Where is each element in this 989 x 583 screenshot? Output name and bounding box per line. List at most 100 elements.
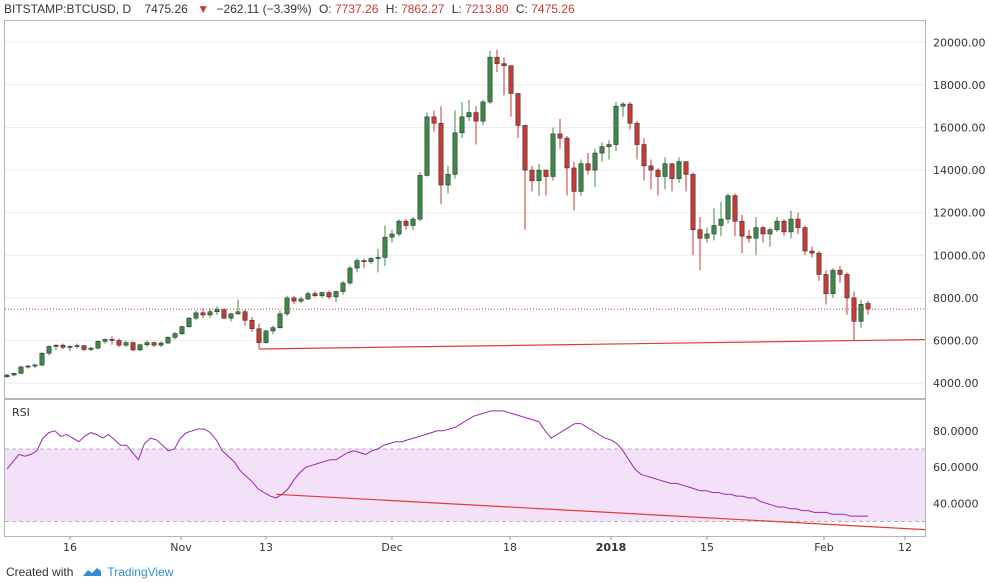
candle-body [284,297,290,315]
rsi-line [6,410,868,517]
candle-body [774,220,780,231]
rsi-pane-frame [4,399,926,537]
candle-body [165,336,171,344]
candle-body [767,229,773,235]
candle-body [228,313,234,319]
candle-body [25,365,31,368]
candle-body [760,227,766,235]
price-y-axis: 20000.00 18000.00 16000.00 14000.00 12000.00… [933,36,986,390]
candle-body [543,169,549,177]
candle-body [809,250,815,254]
candle-body [487,56,493,103]
candle-body [389,233,395,238]
candle-body [662,163,668,177]
x-axis: 16 Nov 13 Dec 18 2018 15 Feb 12 [63,536,912,554]
candle-body [466,112,472,118]
x-tick-label: Feb [814,541,833,554]
candle-body [438,122,444,186]
candle-body [795,218,801,228]
candle-body [592,152,598,171]
candle-body [60,344,66,348]
tradingview-link[interactable]: TradingView [107,565,174,579]
candle-body [291,297,297,302]
rsi-tick-label: 80.0000 [933,425,979,438]
candle-body [221,309,227,319]
candle-body [298,298,304,302]
candle-body [102,339,108,342]
low-label: L: [452,2,462,16]
candle-body [144,342,150,346]
candle-body [725,195,731,220]
candle-body [627,103,633,124]
rsi-tick-label: 40.0000 [933,497,979,510]
price-tick-label: 16000.00 [933,121,986,134]
candle-body [249,319,255,330]
candle-body [865,303,871,310]
candle-body [326,292,332,298]
high-label: H: [386,2,398,16]
candle-body [508,65,514,94]
x-tick-label: 16 [63,541,77,554]
high-value: 7862.27 [401,2,445,16]
candle-body [312,293,318,297]
candle-body [74,345,80,347]
candle-body [802,227,808,252]
candle-body [333,291,339,298]
candle-body [830,269,836,294]
candle-body [263,330,269,343]
candle-body [641,144,647,167]
candle-body [564,137,570,169]
candle-body [613,105,619,145]
candle-body [270,327,276,332]
candle-body [746,235,752,239]
candle-body [844,274,850,299]
candle-body [816,252,822,275]
open-label: O: [319,2,332,16]
candle-body [851,297,857,322]
candle-body [431,116,437,124]
price-tick-label: 4000.00 [933,377,979,390]
candle-body [53,344,59,347]
price-tick-label: 18000.00 [933,79,986,92]
candle-body [116,340,122,346]
support-trendline [258,338,926,350]
candle-body [459,116,465,134]
candle-body [515,93,521,126]
candle-body [718,218,724,226]
candle-body [837,269,843,275]
candle-body [585,163,591,171]
candle-body [711,225,717,235]
tradingview-logo-icon[interactable] [81,566,103,578]
candle-body [690,174,696,231]
candle-body [571,167,577,192]
candle-body [403,220,409,226]
close-label: C: [516,2,528,16]
price-tick-label: 10000.00 [933,249,986,262]
rsi-band [5,448,925,522]
candle-body [277,313,283,329]
candle-body [606,144,612,147]
candle-body [4,374,10,378]
candle-body [753,227,759,239]
candle-body [599,146,605,154]
candle-body [319,292,325,297]
candle-body [417,175,423,220]
candle-body [151,342,157,346]
candle-body [683,161,689,175]
candle-body [480,101,486,122]
candle-body [697,229,703,239]
candle-body [109,339,115,341]
candle-body [186,317,192,327]
candle-body [410,218,416,226]
candle-body [11,372,17,376]
candle-body [256,328,262,343]
x-tick-label: 15 [700,541,714,554]
price-tick-label: 8000.00 [933,292,979,305]
candle-body [32,364,38,367]
candle-body [81,345,87,350]
candle-body [781,220,787,233]
candle-body [788,218,794,233]
price-tick-label: 6000.00 [933,334,979,347]
candle-body [550,133,556,177]
rsi-title: RSI [12,406,30,419]
